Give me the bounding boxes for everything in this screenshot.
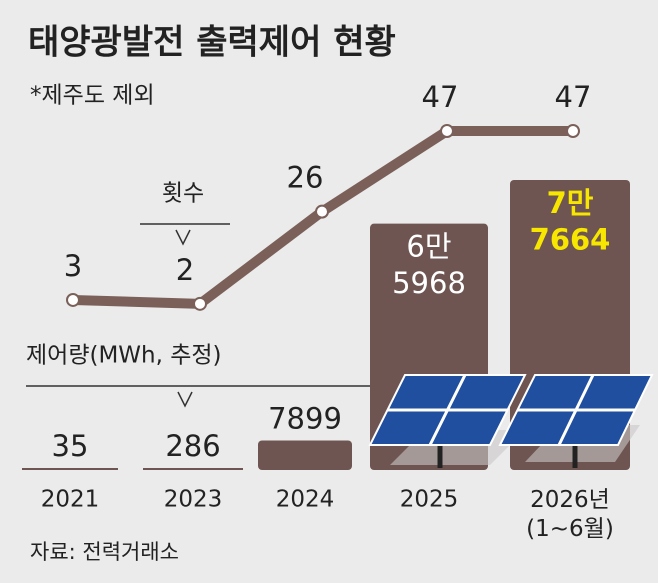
text-line: (1~6월) [526, 515, 614, 541]
x-tick-label: 2025 [400, 487, 459, 513]
point [566, 124, 580, 138]
solar-panel [368, 374, 527, 468]
x-tick-label: 2021 [41, 487, 100, 513]
solar-panel [498, 374, 654, 468]
x-tick-label: 2026년 (1~6월) [526, 487, 614, 542]
value-label: 3 [64, 249, 82, 283]
value-label: 47 [555, 80, 592, 114]
chart-title: 태양광발전 출력제어 현황 [28, 23, 396, 63]
x-tick-label: 2024 [276, 487, 335, 513]
legend-pointer [26, 385, 385, 408]
labels: 2021 2023 2024 2025 2026년 (1~6월) 35 286 7899 6만 59… [41, 80, 614, 541]
text-line: 7664 [530, 222, 611, 256]
value-label: 6만 5968 [392, 230, 466, 300]
bar [258, 440, 352, 470]
value-label: 47 [422, 80, 459, 114]
chart-subtitle: *제주도 제외 [30, 83, 155, 109]
value-label: 26 [287, 161, 324, 195]
text-line: 5968 [392, 266, 466, 300]
value-label: 7만 7664 [530, 186, 611, 256]
text-line: 6만 [406, 230, 451, 264]
text-line: 2026년 [530, 487, 610, 513]
source: 자료: 전력거래소 [30, 540, 179, 564]
line-layer [66, 124, 580, 311]
value-label: 35 [52, 429, 89, 463]
bar [143, 468, 243, 470]
point [440, 124, 454, 138]
point [193, 296, 207, 311]
text-line: 7만 [547, 186, 594, 220]
point [315, 204, 329, 219]
x-tick-label: 2023 [164, 487, 223, 513]
bar-legend: 제어량(MWh, 추정) [26, 343, 222, 369]
value-label: 7899 [268, 402, 342, 436]
bar [22, 468, 118, 470]
value-label: 2 [176, 253, 194, 287]
point [66, 292, 80, 307]
legend-pointer [140, 223, 230, 246]
value-label: 286 [165, 429, 220, 463]
line-legend: 횟수 [162, 181, 204, 207]
